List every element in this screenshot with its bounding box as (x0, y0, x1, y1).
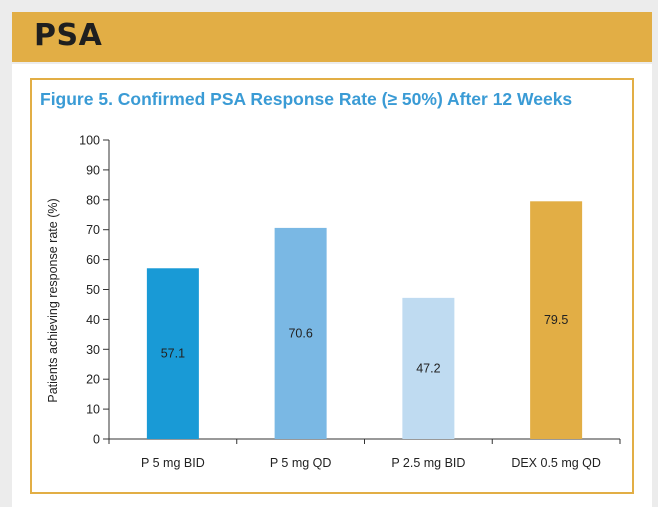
x-category-label: P 2.5 mg BID (391, 456, 465, 470)
bar-value-label: 70.6 (288, 326, 312, 340)
y-tick-label: 90 (86, 163, 100, 177)
x-category-label: P 5 mg QD (270, 456, 332, 470)
y-tick-label: 100 (79, 134, 100, 148)
bar (146, 268, 199, 439)
x-category-label: P 5 mg BID (141, 456, 205, 470)
y-tick-label: 70 (86, 223, 100, 237)
chart-bars (146, 201, 583, 439)
figure-frame (30, 78, 634, 494)
y-tick-label: 60 (86, 253, 100, 267)
bar-value-label: 57.1 (161, 347, 185, 361)
chart-labels: 57.1 P 5 mg BID 70.6 P 5 mg QD 47.2 P 2.5 mg … (141, 313, 601, 470)
section-header: PSA (12, 12, 652, 62)
x-category-label: DEX 0.5 mg QD (511, 456, 601, 470)
y-tick-label: 0 (93, 433, 100, 447)
bar (530, 201, 583, 439)
y-tick-label: 40 (86, 313, 100, 327)
y-tick-label: 80 (86, 193, 100, 207)
bar (402, 297, 455, 439)
y-tick-label: 20 (86, 373, 100, 387)
y-axis-title: Patients achieving response rate (%) (46, 198, 60, 402)
y-tick-label: 30 (86, 343, 100, 357)
y-tick-label: 50 (86, 283, 100, 297)
bar-value-label: 79.5 (544, 313, 568, 327)
section-title: PSA (34, 18, 103, 53)
bar (274, 227, 327, 439)
bar-value-label: 47.2 (416, 361, 440, 375)
y-tick-label: 10 (86, 403, 100, 417)
figure-title: Figure 5. Confirmed PSA Response Rate (≥… (40, 89, 573, 109)
